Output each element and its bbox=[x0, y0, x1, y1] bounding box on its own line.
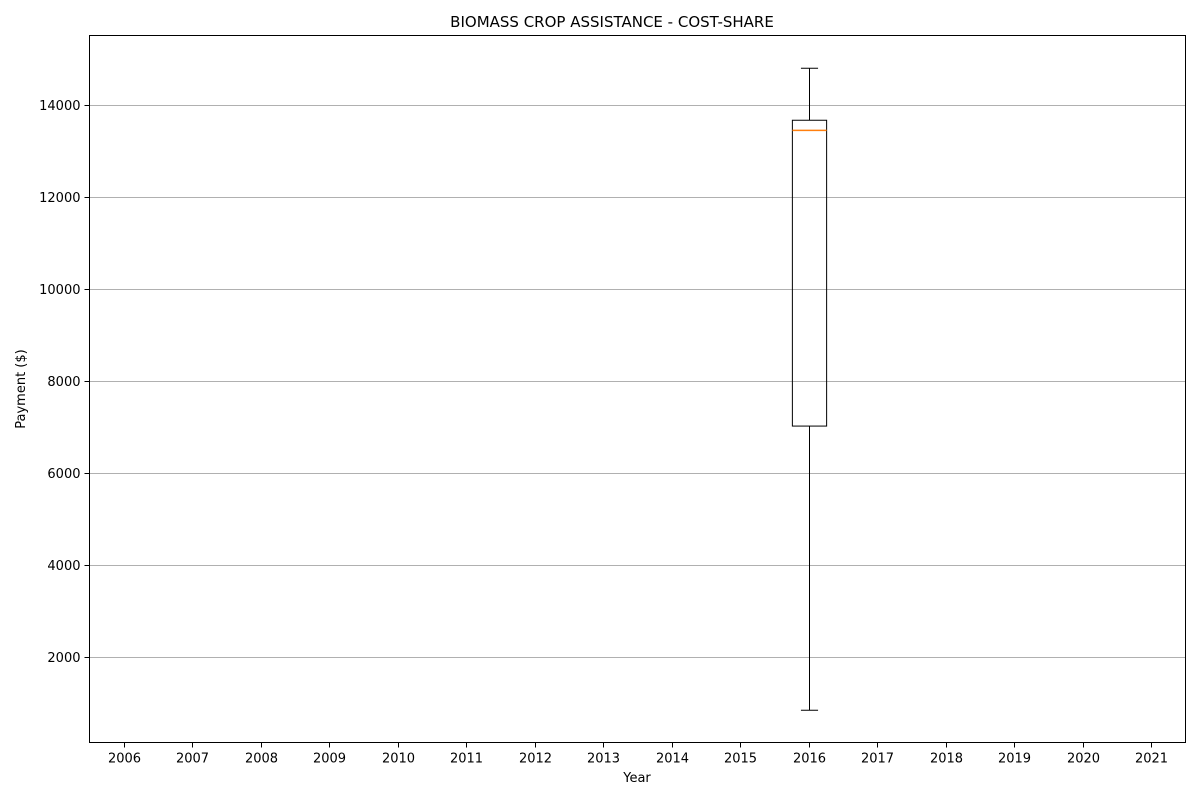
x-tick-label: 2007 bbox=[176, 752, 209, 767]
x-tick-label: 2010 bbox=[382, 752, 415, 767]
plot-area-frame bbox=[89, 35, 1186, 743]
x-tick-label: 2020 bbox=[1067, 752, 1100, 767]
y-tick-label: 4000 bbox=[47, 559, 80, 574]
y-tick-label: 14000 bbox=[39, 99, 80, 114]
x-tick-label: 2009 bbox=[313, 752, 346, 767]
y-tick-label: 12000 bbox=[39, 191, 80, 206]
y-tick-label: 2000 bbox=[47, 651, 80, 666]
x-tick-label: 2014 bbox=[656, 752, 689, 767]
x-axis-label: Year bbox=[622, 771, 651, 786]
x-tick-label: 2021 bbox=[1135, 752, 1168, 767]
y-tick-label: 6000 bbox=[47, 467, 80, 482]
y-axis-ticks: 2000 4000 6000 8000 10000 12000 14000 bbox=[39, 99, 90, 666]
y-tick-label: 8000 bbox=[47, 375, 80, 390]
gridlines bbox=[89, 105, 1186, 658]
x-tick-label: 2017 bbox=[861, 752, 894, 767]
x-tick-label: 2019 bbox=[998, 752, 1031, 767]
x-tick-label: 2018 bbox=[930, 752, 963, 767]
x-tick-label: 2011 bbox=[450, 752, 483, 767]
x-tick-label: 2015 bbox=[724, 752, 757, 767]
boxes bbox=[791, 67, 828, 711]
x-tick-label: 2013 bbox=[587, 752, 620, 767]
x-tick-label: 2008 bbox=[245, 752, 278, 767]
box-iqr bbox=[791, 119, 828, 427]
y-tick-label: 10000 bbox=[39, 283, 80, 298]
x-tick-label: 2016 bbox=[793, 752, 826, 767]
x-tick-label: 2012 bbox=[519, 752, 552, 767]
x-axis-ticks: 2006 2007 2008 2009 2010 2011 2012 2013 2014 2015… bbox=[108, 742, 1168, 767]
y-axis-label: Payment ($) bbox=[14, 349, 29, 428]
x-tick-label: 2006 bbox=[108, 752, 141, 767]
chart-title: BIOMASS CROP ASSISTANCE - COST-SHARE bbox=[450, 13, 774, 31]
